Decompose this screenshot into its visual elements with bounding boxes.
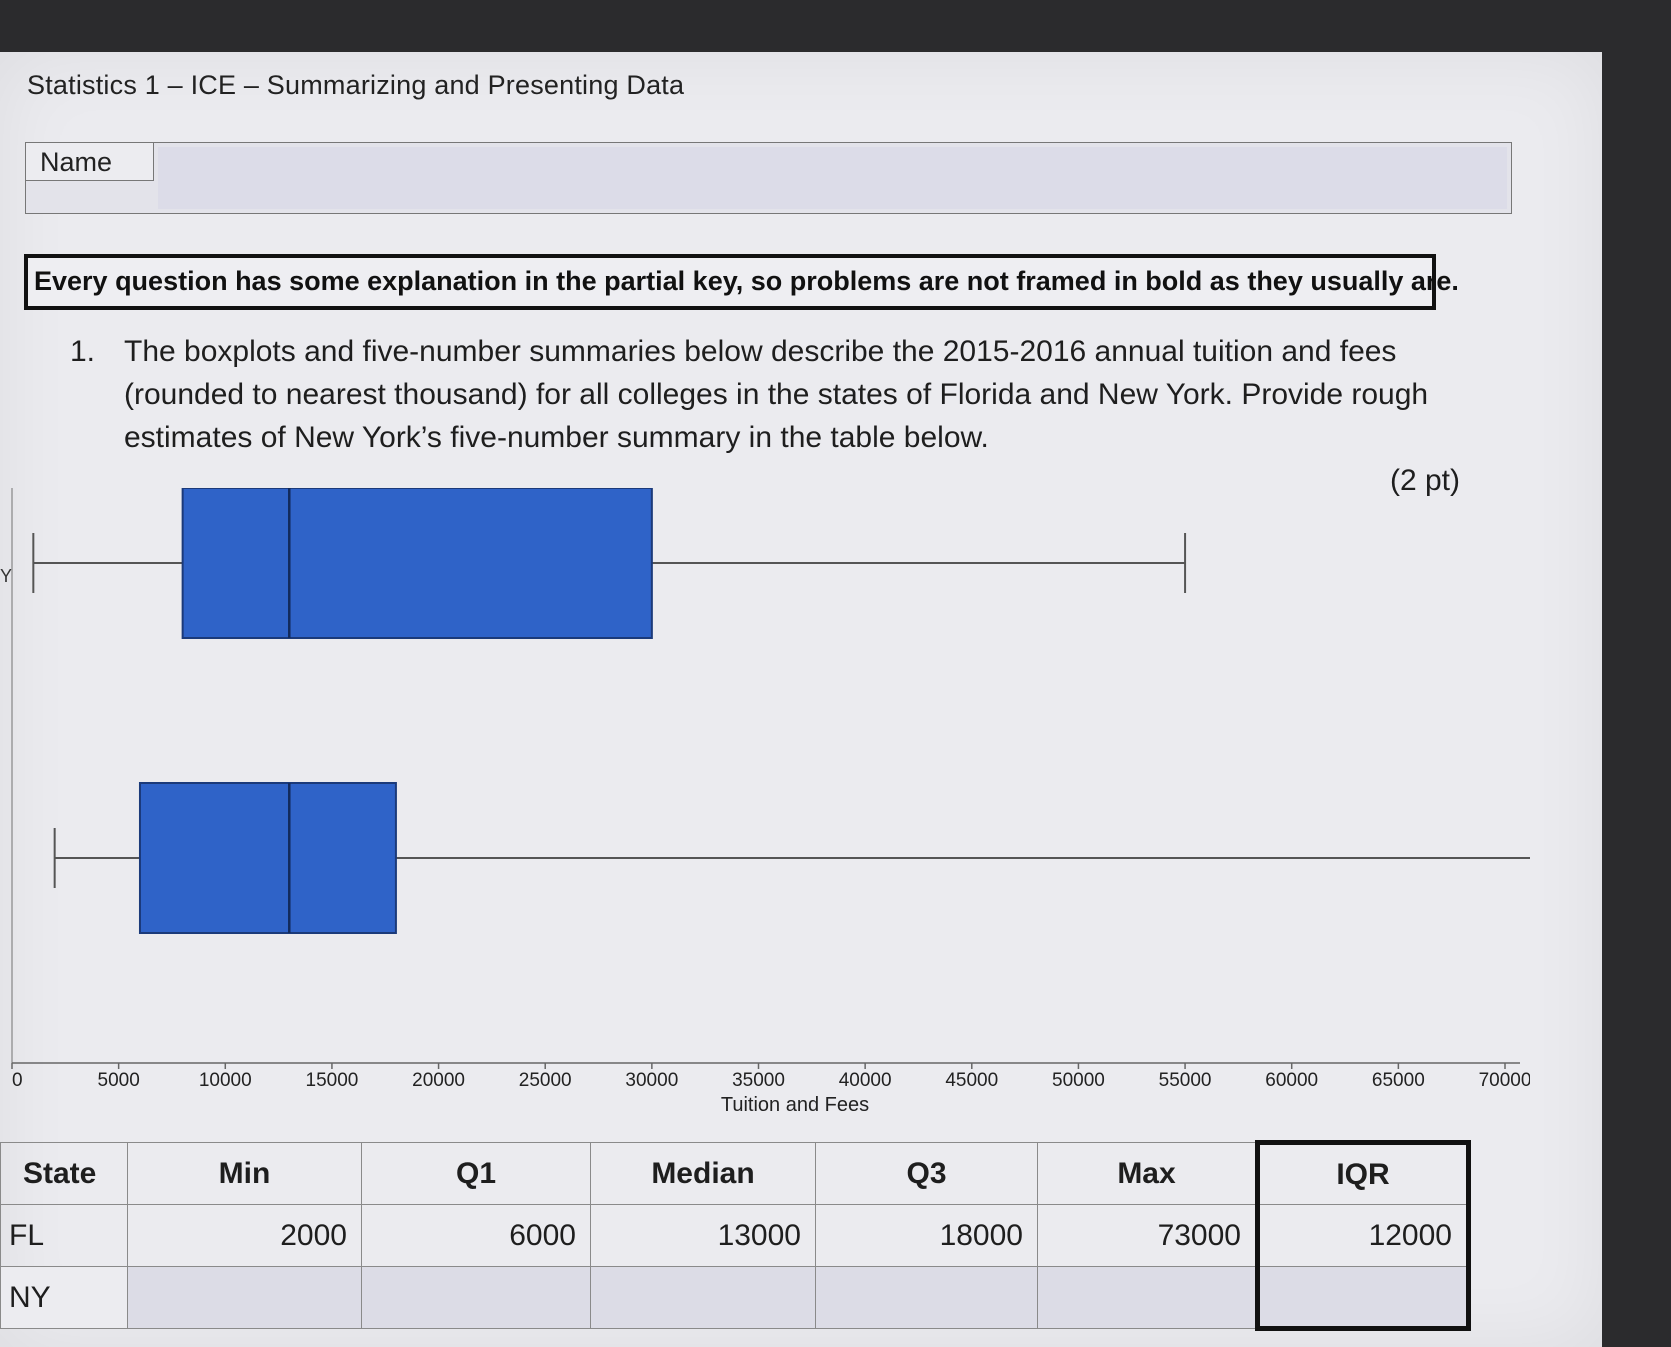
x-tick-label: 25000 bbox=[519, 1070, 572, 1091]
x-tick-label: 5000 bbox=[98, 1070, 140, 1091]
ny-max-input[interactable] bbox=[1037, 1266, 1258, 1329]
table-header-row: State Min Q1 Median Q3 Max IQR bbox=[0, 1140, 1471, 1205]
boxplot-chart: 0 5000 10000 15000 20000 25000 30000 35000 40000… bbox=[11, 488, 1530, 1116]
question-text: The boxplots and five-number summaries b… bbox=[124, 335, 1429, 454]
ny-q3-input[interactable] bbox=[815, 1266, 1038, 1329]
ny-median-input[interactable] bbox=[590, 1266, 816, 1329]
y-category-label: Y bbox=[0, 566, 13, 586]
x-tick-label: 60000 bbox=[1265, 1070, 1318, 1091]
fl-q1: 6000 bbox=[361, 1204, 591, 1267]
fl-q3: 18000 bbox=[815, 1204, 1038, 1267]
x-tick-label: 20000 bbox=[412, 1070, 465, 1091]
x-tick-label: 70000 bbox=[1479, 1070, 1530, 1091]
x-tick-label: 50000 bbox=[1052, 1070, 1105, 1091]
header-max: Max bbox=[1037, 1142, 1258, 1205]
header-min: Min bbox=[127, 1142, 362, 1205]
x-tick-label: 0 bbox=[12, 1070, 23, 1091]
fl-iqr: 12000 bbox=[1255, 1204, 1471, 1267]
name-box: Name bbox=[25, 142, 1512, 214]
boxplot-1 bbox=[32, 488, 1187, 639]
document-title: Statistics 1 – ICE – Summarizing and Pre… bbox=[27, 70, 685, 100]
header-q1: Q1 bbox=[361, 1142, 591, 1205]
question-points: (2 pt) bbox=[1389, 464, 1460, 497]
x-tick-label: 40000 bbox=[839, 1070, 892, 1091]
summary-table: State Min Q1 Median Q3 Max IQR FL 2000 6… bbox=[0, 1140, 1471, 1331]
ny-q1-input[interactable] bbox=[361, 1266, 591, 1329]
x-axis-label: Tuition and Fees bbox=[721, 1094, 869, 1116]
x-tick-label: 10000 bbox=[199, 1070, 252, 1091]
boxplot-2 bbox=[53, 782, 1530, 934]
question-number: 1. bbox=[70, 335, 96, 368]
row-state: FL bbox=[0, 1204, 128, 1267]
x-tick-label: 65000 bbox=[1372, 1070, 1425, 1091]
header-q3: Q3 bbox=[815, 1142, 1038, 1205]
header-iqr: IQR bbox=[1255, 1140, 1471, 1205]
x-tick-label: 55000 bbox=[1159, 1070, 1212, 1091]
x-tick-label: 45000 bbox=[945, 1070, 998, 1091]
table-row-fl: FL 2000 6000 13000 18000 73000 12000 bbox=[0, 1204, 1471, 1267]
x-tick-label: 15000 bbox=[306, 1070, 359, 1091]
table-row-ny: NY bbox=[0, 1266, 1471, 1331]
fl-median: 13000 bbox=[590, 1204, 816, 1267]
x-tick-label: 30000 bbox=[625, 1070, 678, 1091]
fl-min: 2000 bbox=[127, 1204, 362, 1267]
ny-iqr-input[interactable] bbox=[1255, 1266, 1471, 1331]
fl-max: 73000 bbox=[1037, 1204, 1258, 1267]
name-label: Name bbox=[26, 143, 154, 181]
x-tick-label: 35000 bbox=[732, 1070, 785, 1091]
header-state: State bbox=[0, 1142, 128, 1205]
row-state: NY bbox=[0, 1266, 128, 1329]
header-median: Median bbox=[590, 1142, 816, 1205]
iqr-box bbox=[181, 488, 653, 639]
ny-min-input[interactable] bbox=[127, 1266, 362, 1329]
iqr-box bbox=[138, 782, 397, 934]
name-input[interactable] bbox=[158, 147, 1507, 209]
notice-banner: Every question has some explanation in t… bbox=[24, 254, 1459, 310]
